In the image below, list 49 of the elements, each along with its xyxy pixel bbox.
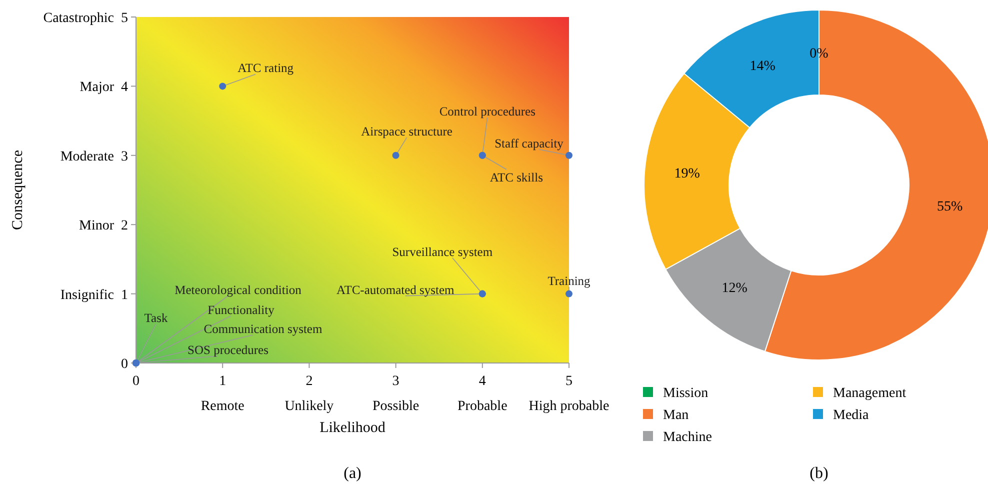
- text: Moderate: [60, 149, 114, 164]
- annotation: Meteorological condition: [174, 283, 302, 297]
- text: 0%: [810, 46, 828, 62]
- text: Unlikely: [284, 399, 334, 414]
- annotation: Staff capacity: [494, 136, 564, 150]
- legend-label: Management: [833, 386, 906, 401]
- x-tick-label: 4: [478, 374, 486, 389]
- x-tick-label: 3: [392, 374, 400, 389]
- y-axis-title: Consequence: [10, 150, 26, 230]
- x-tick-label: 5: [566, 374, 572, 389]
- text: Catastrophic: [43, 11, 114, 26]
- data-label: 55%: [937, 200, 964, 215]
- x-tick-label: 2: [306, 374, 313, 389]
- legend-label: Machine: [663, 430, 712, 445]
- annotation: Task: [144, 311, 168, 325]
- text: (b): [810, 465, 828, 482]
- text: Possible: [372, 399, 420, 414]
- text: (a): [344, 465, 362, 482]
- y-tick-label: 3: [121, 149, 128, 164]
- text: Minor: [79, 218, 114, 234]
- annotation: ATC rating: [238, 61, 294, 76]
- annotation: Surveillance system: [392, 244, 493, 259]
- annotation: Airspace structure: [361, 124, 453, 138]
- annotation: ATC skills: [490, 170, 544, 184]
- x-tick-label: 0: [132, 374, 140, 389]
- text: Remote: [200, 399, 244, 414]
- data-label: 12%: [722, 281, 748, 296]
- legend-label: Man: [663, 408, 689, 423]
- text: Probable: [458, 399, 508, 414]
- annotation: SOS procedures: [188, 343, 269, 357]
- x-axis-title: Likelihood: [320, 420, 386, 436]
- data-label: 14%: [750, 59, 776, 74]
- x-tick-label: 1: [219, 374, 226, 389]
- annotation: Training: [548, 274, 592, 288]
- y-tick-label: 2: [121, 218, 128, 234]
- y-tick-label: 4: [121, 80, 128, 96]
- y-tick-label: 1: [121, 288, 128, 303]
- legend-label: Mission: [663, 386, 708, 401]
- annotation: Communication system: [204, 322, 322, 336]
- text: Major: [80, 80, 114, 96]
- annotation: Control procedures: [439, 104, 536, 118]
- annotation: Functionality: [208, 303, 276, 317]
- annotation: ATC-automated system: [336, 282, 455, 297]
- text: Insignific: [60, 288, 114, 303]
- data-label: 19%: [674, 166, 700, 182]
- legend-label: Media: [833, 408, 870, 423]
- y-tick-label: 0: [121, 357, 128, 372]
- text: High probable: [528, 399, 610, 414]
- y-tick-label: 5: [121, 11, 128, 26]
